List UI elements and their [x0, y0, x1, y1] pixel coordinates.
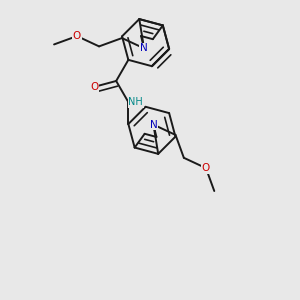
Text: O: O [73, 31, 81, 41]
Text: N: N [140, 44, 148, 53]
Text: O: O [202, 163, 210, 173]
Text: NH: NH [128, 97, 143, 107]
Text: O: O [90, 82, 99, 92]
Text: N: N [150, 120, 157, 130]
